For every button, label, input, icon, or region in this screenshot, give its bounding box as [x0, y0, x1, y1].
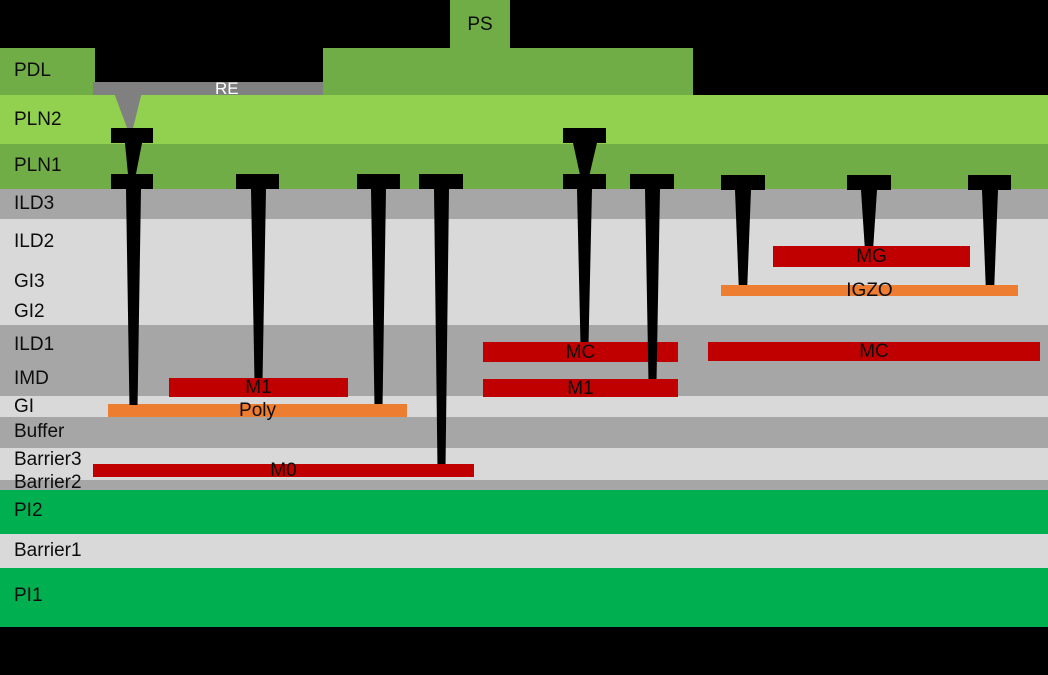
- poly-bar: Poly: [108, 400, 407, 421]
- via-stem: [434, 189, 449, 464]
- layer-label-pi1: PI1: [14, 585, 43, 606]
- via-stem: [982, 190, 998, 285]
- layer-ild2-gi3-gi2: ILD2 GI3 GI2: [0, 219, 1048, 325]
- via-t-cap: [630, 174, 674, 189]
- m1-bar-middle: M1: [483, 377, 678, 399]
- pdl-block-middle: [323, 48, 693, 95]
- layer-label-barrier3: Barrier3: [14, 449, 82, 470]
- layer-label-pdl: PDL: [14, 60, 51, 81]
- poly-label: Poly: [239, 400, 276, 421]
- via-stem: [735, 190, 751, 285]
- mc-mid-label: MC: [565, 341, 596, 363]
- via-t-cap: [968, 175, 1011, 190]
- igzo-bar: IGZO: [721, 281, 1018, 300]
- m0-label: M0: [270, 460, 297, 481]
- layer-label-ild1: ILD1: [14, 334, 55, 355]
- layer-label-buffer: Buffer: [14, 421, 65, 442]
- m1-left-label: M1: [245, 377, 272, 398]
- via-t-cap: [563, 128, 606, 143]
- layer-pln2: PLN2: [0, 95, 1048, 144]
- mg-bar: MG: [773, 246, 970, 267]
- via-stem: [645, 189, 660, 379]
- layer-label-gi3: GI3: [14, 271, 45, 292]
- re-electrode: RE: [93, 79, 323, 98]
- layer-label-pln2: PLN2: [14, 109, 62, 130]
- mc-bar-right: MC: [708, 342, 1040, 361]
- via-taper: [573, 143, 597, 174]
- layer-label-pi2: PI2: [14, 500, 43, 521]
- via-stem: [371, 189, 386, 404]
- via-stem: [126, 189, 141, 405]
- layer-label-pln1: PLN1: [14, 155, 62, 176]
- layer-buffer: Buffer: [0, 417, 1048, 448]
- ps-block: PS: [450, 0, 510, 48]
- layer-ild3: ILD3: [0, 189, 1048, 219]
- via-t-cap: [111, 174, 153, 189]
- m0-bar: M0: [93, 460, 474, 481]
- m1-bar-left: M1: [169, 378, 348, 397]
- igzo-label: IGZO: [846, 280, 893, 301]
- layer-barrier2: Barrier2: [0, 472, 1048, 493]
- via-t-cap: [111, 128, 153, 143]
- mc-bar-middle: MC: [483, 342, 678, 362]
- layer-label-imd: IMD: [14, 368, 49, 389]
- ps-label: PS: [467, 13, 493, 35]
- via-t-cap: [357, 174, 400, 189]
- via-stem: [861, 190, 877, 246]
- via-t-cap: [721, 175, 765, 190]
- via-t-cap: [563, 174, 606, 189]
- via-t-cap: [847, 175, 891, 190]
- via-stem: [251, 189, 266, 378]
- layer-label-ild2: ILD2: [14, 231, 55, 252]
- re-label: RE: [215, 79, 239, 98]
- layer-label-barrier2: Barrier2: [14, 472, 82, 493]
- layer-label-barrier1: Barrier1: [14, 540, 82, 561]
- m1-mid-label: M1: [567, 377, 594, 399]
- via-t-cap: [419, 174, 463, 189]
- mc-right-label: MC: [859, 341, 889, 362]
- layer-label-ild3: ILD3: [14, 193, 55, 214]
- via-t-cap: [236, 174, 279, 189]
- layer-label-gi: GI: [14, 396, 35, 417]
- via-stem: [577, 189, 592, 342]
- layer-pi1: PI1: [0, 568, 1048, 627]
- mg-label: MG: [856, 246, 887, 267]
- layer-label-gi2: GI2: [14, 301, 45, 322]
- layer-pi2: PI2: [0, 490, 1048, 534]
- pdl-block-left: PDL: [0, 48, 95, 95]
- layer-barrier1: Barrier1: [0, 534, 1048, 568]
